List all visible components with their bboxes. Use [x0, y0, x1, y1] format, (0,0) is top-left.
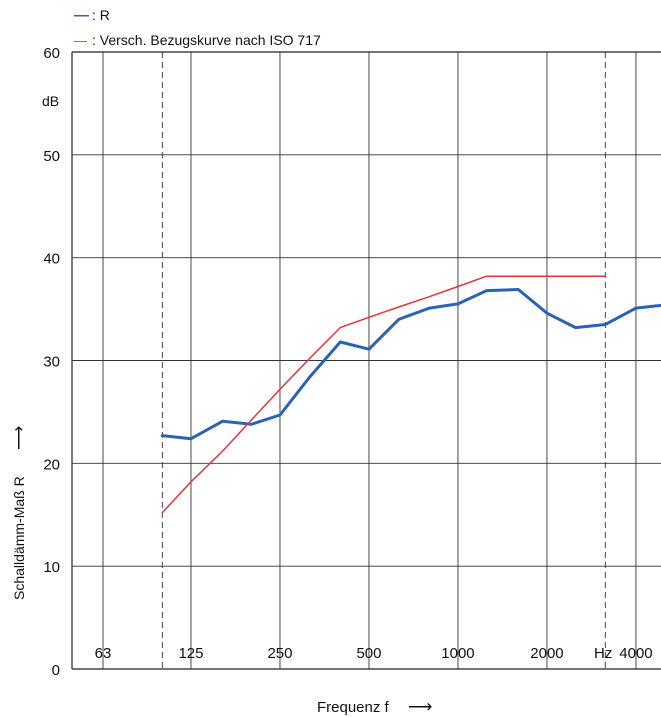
- legend-marker-r: —: [74, 7, 89, 24]
- series-line-r: [160, 288, 661, 441]
- y-tick-label: 50: [43, 148, 60, 165]
- x-tick-label: 1000: [441, 645, 474, 662]
- y-tick-label: 60: [43, 45, 60, 62]
- y-axis-label: Schalldämm-Maß R: [11, 476, 27, 600]
- series-group: [160, 275, 661, 514]
- legend-marker-reference: —: [74, 33, 87, 48]
- x-tick-label: 63: [95, 645, 112, 662]
- x-tick-label: 500: [356, 645, 381, 662]
- y-axis-title: Schalldämm-Maß R ⟶: [9, 426, 28, 600]
- x-tick-label: 4000: [619, 645, 652, 662]
- y-tick-label: 20: [43, 456, 60, 473]
- legend: — : R — : Versch. Bezugskurve nach ISO 7…: [74, 7, 321, 48]
- grid: [71, 51, 661, 670]
- y-unit-label: dB: [42, 93, 59, 109]
- x-tick-label: 250: [267, 645, 292, 662]
- legend-label-r: : R: [92, 7, 110, 23]
- y-tick-label: 40: [43, 251, 60, 268]
- x-unit-label: Hz: [594, 645, 612, 662]
- x-tick-label: 125: [178, 645, 203, 662]
- y-tick-label: 0: [52, 662, 60, 679]
- x-axis-title: Frequenz f ⟶: [317, 697, 432, 716]
- y-tick-label: 30: [43, 354, 60, 371]
- y-axis-arrow: ⟶: [9, 426, 28, 450]
- legend-label-reference: : Versch. Bezugskurve nach ISO 717: [92, 32, 321, 48]
- x-axis-arrow: ⟶: [408, 697, 432, 716]
- ticks: 0 10 20 30 40 50 60 63 125 250 500 1000 2000 4000: [43, 45, 652, 679]
- series-line-reference: [161, 275, 607, 514]
- y-tick-label: 10: [43, 559, 60, 576]
- x-axis-label: Frequenz f: [317, 699, 390, 716]
- x-tick-label: 2000: [530, 645, 563, 662]
